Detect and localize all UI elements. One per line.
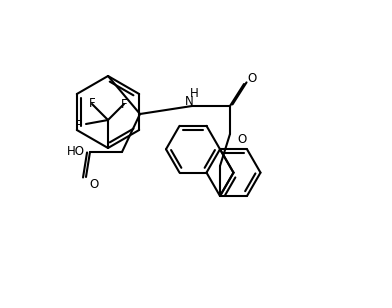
Text: F: F [89,96,95,110]
Text: HO: HO [67,144,85,157]
Text: F: F [75,119,81,132]
Text: O: O [238,132,247,145]
Text: N: N [185,95,193,107]
Text: O: O [89,179,99,192]
Text: H: H [190,87,198,99]
Text: F: F [121,98,127,111]
Text: O: O [247,71,257,84]
